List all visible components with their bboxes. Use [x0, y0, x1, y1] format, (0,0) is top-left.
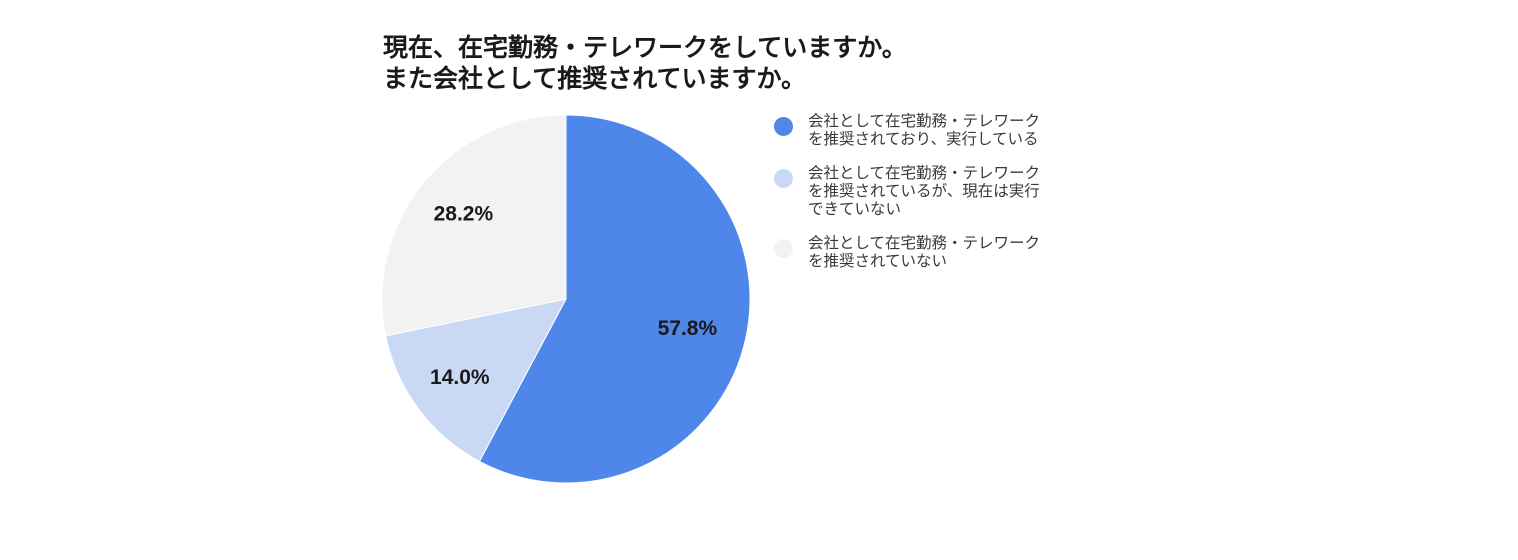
pie-value-label-implemented: 57.8% [658, 317, 718, 340]
legend-item-not-implemented[interactable]: 会社として在宅勤務・テレワーク を推奨されているが、現在は実行 できていない [774, 164, 1154, 218]
legend-label-implemented: 会社として在宅勤務・テレワーク を推奨されており、実行している [808, 112, 1154, 148]
legend: 会社として在宅勤務・テレワーク を推奨されており、実行している 会社として在宅勤… [774, 112, 1154, 286]
legend-label-line: できていない [808, 200, 902, 218]
chart-title: 現在、在宅勤務・テレワークをしていますか。 また会社として推奨されていますか。 [383, 32, 1143, 94]
legend-label-line: を推奨されており、実行している [808, 130, 1039, 148]
legend-item-not-recommended[interactable]: 会社として在宅勤務・テレワーク を推奨されていない [774, 234, 1154, 270]
pie-value-label-not-implemented: 14.0% [430, 366, 490, 389]
pie-slice-not-recommended[interactable] [381, 114, 567, 337]
legend-label-line: 会社として在宅勤務・テレワーク [808, 164, 1041, 182]
legend-label-line: を推奨されていない [808, 252, 948, 270]
legend-label-line: 会社として在宅勤務・テレワーク [808, 234, 1041, 252]
pie-value-labels: 57.8% 14.0% 28.2% [430, 203, 717, 389]
legend-label-not-recommended: 会社として在宅勤務・テレワーク を推奨されていない [808, 234, 1154, 270]
legend-label-line: 会社として在宅勤務・テレワーク [808, 112, 1041, 130]
pie-value-label-not-recommended: 28.2% [434, 203, 494, 226]
legend-item-implemented[interactable]: 会社として在宅勤務・テレワーク を推奨されており、実行している [774, 112, 1154, 148]
legend-swatch-not-implemented [774, 169, 793, 188]
pie-slice-implemented[interactable] [478, 114, 751, 484]
legend-swatch-implemented [774, 117, 793, 136]
chart-title-line-1: 現在、在宅勤務・テレワークをしていますか。 [383, 33, 907, 62]
chart-title-line-2: また会社として推奨されていますか。 [383, 64, 807, 93]
legend-label-line: を推奨されているが、現在は実行 [808, 182, 1040, 200]
legend-swatch-not-recommended [774, 239, 793, 258]
legend-label-not-implemented: 会社として在宅勤務・テレワーク を推奨されているが、現在は実行 できていない [808, 164, 1154, 218]
pie-slices [381, 114, 751, 484]
pie-slice-not-implemented[interactable] [385, 298, 567, 463]
